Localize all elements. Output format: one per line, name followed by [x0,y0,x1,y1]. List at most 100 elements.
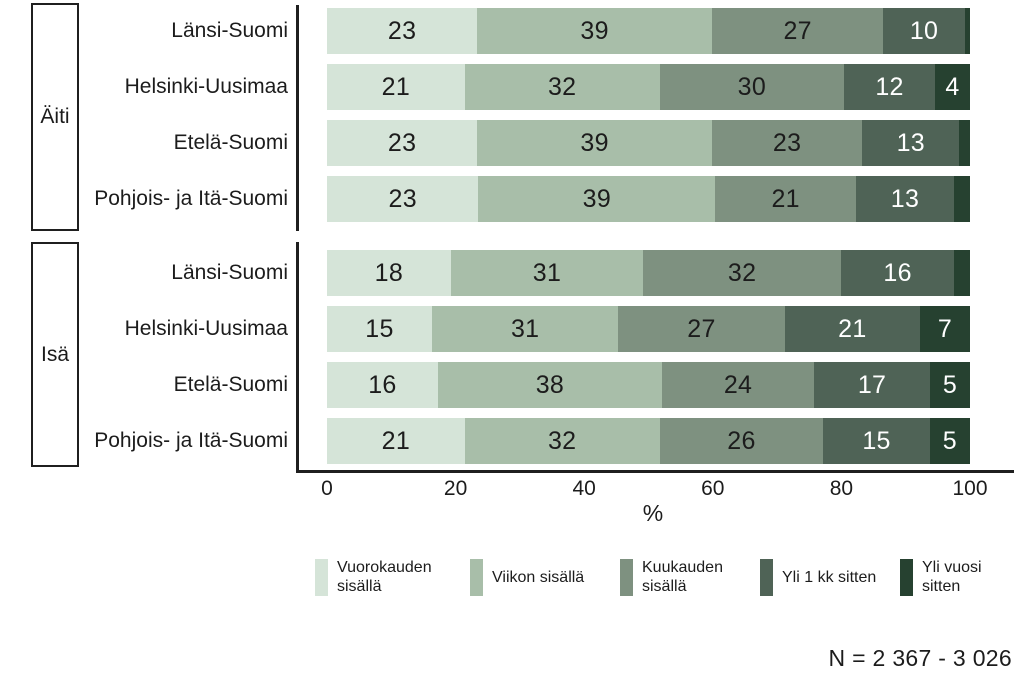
segment-value: 12 [875,72,904,101]
bar-segment: 13 [856,176,954,222]
legend-label-line: Viikon sisällä [492,568,585,586]
legend-label-line: Yli 1 kk sitten [782,568,877,586]
legend-swatch [900,558,913,596]
bar-segment [953,176,970,222]
legend-label-line: Kuukauden [642,559,723,576]
segment-value: 21 [381,426,411,455]
bar-segment: 15 [327,306,432,352]
bar-segment: 32 [643,250,842,296]
segment-value: 38 [535,370,565,399]
bar-segment: 30 [659,64,845,110]
bar-segment: 7 [920,306,970,352]
x-axis-tick-label: 20 [443,477,468,500]
bar-segment: 18 [327,250,451,296]
legend-label-line: sisällä [642,578,687,595]
row-label: Pohjois- ja Itä-Suomi [94,187,288,210]
bar-segment: 21 [784,306,921,352]
segment-value: 17 [857,370,887,399]
row-label: Länsi-Suomi [171,19,288,42]
legend-item: Yli 1 kk sitten [760,556,876,598]
bar-segment [954,250,970,296]
bar-row: 23 39 21 13 [327,176,970,222]
legend-label: Viikon sisällä [492,568,584,587]
group-box-isa: Isä [31,242,79,467]
bar-segment: 16 [327,362,438,408]
x-axis-tick-label: 40 [572,477,596,500]
bar-segment: 23 [327,120,478,166]
y-axis-line-aiti [296,5,299,231]
legend-label: Yli 1 kk sitten [782,568,876,587]
legend-item: Vuorokauden sisällä [315,556,432,598]
bar-segment: 23 [327,176,479,222]
legend-label: Vuorokauden sisällä [337,558,432,596]
segment-value: 30 [737,72,767,101]
bar-row: 23 39 27 10 [327,8,971,54]
bar-segment: 23 [712,120,863,166]
bar-row: 15 31 27 21 7 [327,306,970,352]
segment-value: 23 [772,128,802,157]
bar-segment [959,120,970,166]
bar-segment: 31 [450,250,644,296]
bar-row: 16 38 24 17 5 [327,362,970,408]
x-axis-tick-label: 0 [321,477,333,500]
legend-swatch [760,558,773,596]
bar-segment: 39 [477,8,713,54]
legend-item: Viikon sisällä [470,556,584,598]
legend-swatch [315,558,328,596]
bar-segment: 5 [929,418,971,464]
bar-segment [964,8,971,54]
bar-row: 21 32 30 12 4 [327,64,971,110]
segment-value: 13 [896,128,925,157]
segment-value: 39 [580,16,609,45]
legend-swatch [470,558,483,596]
row-label: Helsinki-Uusimaa [124,317,288,340]
row-label: Etelä-Suomi [173,373,288,396]
segment-value: 26 [727,426,756,455]
bar-segment: 21 [715,176,857,222]
segment-value: 18 [374,258,404,287]
legend-item: Yli vuosi sitten [900,556,982,598]
bar-segment: 10 [883,8,965,54]
segment-value: 21 [381,72,411,101]
legend-label: Yli vuosi sitten [922,558,982,596]
segment-value: 24 [723,370,753,399]
segment-value: 32 [727,258,757,287]
segment-value: 16 [883,258,912,287]
bar-segment: 24 [662,362,815,408]
y-axis-line-isa [296,242,299,470]
bar-segment: 39 [477,120,713,166]
legend-label-line: Yli vuosi [922,559,982,576]
segment-value: 23 [387,16,417,45]
group-label-aiti: Äiti [40,105,70,128]
bar-segment: 4 [934,64,971,110]
segment-value: 13 [890,184,920,213]
segment-value: 10 [909,16,939,45]
bar-segment: 17 [814,362,931,408]
legend-label-line: sitten [922,578,961,595]
bar-segment: 5 [930,362,970,408]
bar-segment: 27 [712,8,884,54]
segment-value: 39 [582,184,612,213]
legend-label-line: Vuorokauden [337,559,432,576]
legend-swatch [620,558,633,596]
bar-segment: 26 [659,418,824,464]
segment-value: 21 [838,314,867,343]
segment-value: 16 [368,370,397,399]
bar-segment: 15 [823,418,930,464]
segment-value: 15 [862,426,891,455]
bar-segment: 16 [841,250,955,296]
bar-row: 23 39 23 13 [327,120,970,166]
bar-segment: 32 [464,64,660,110]
bar-segment: 21 [327,64,465,110]
legend-item: Kuukauden sisällä [620,556,723,598]
legend-label-line: sisällä [337,578,382,595]
segment-value: 31 [532,258,562,287]
segment-value: 7 [937,314,953,343]
segment-value: 23 [388,184,417,213]
row-label: Etelä-Suomi [173,131,288,154]
row-label: Pohjois- ja Itä-Suomi [94,429,288,452]
segment-value: 32 [547,72,577,101]
segment-value: 5 [942,426,957,455]
sample-size-note: N = 2 367 - 3 026 [828,645,1012,671]
